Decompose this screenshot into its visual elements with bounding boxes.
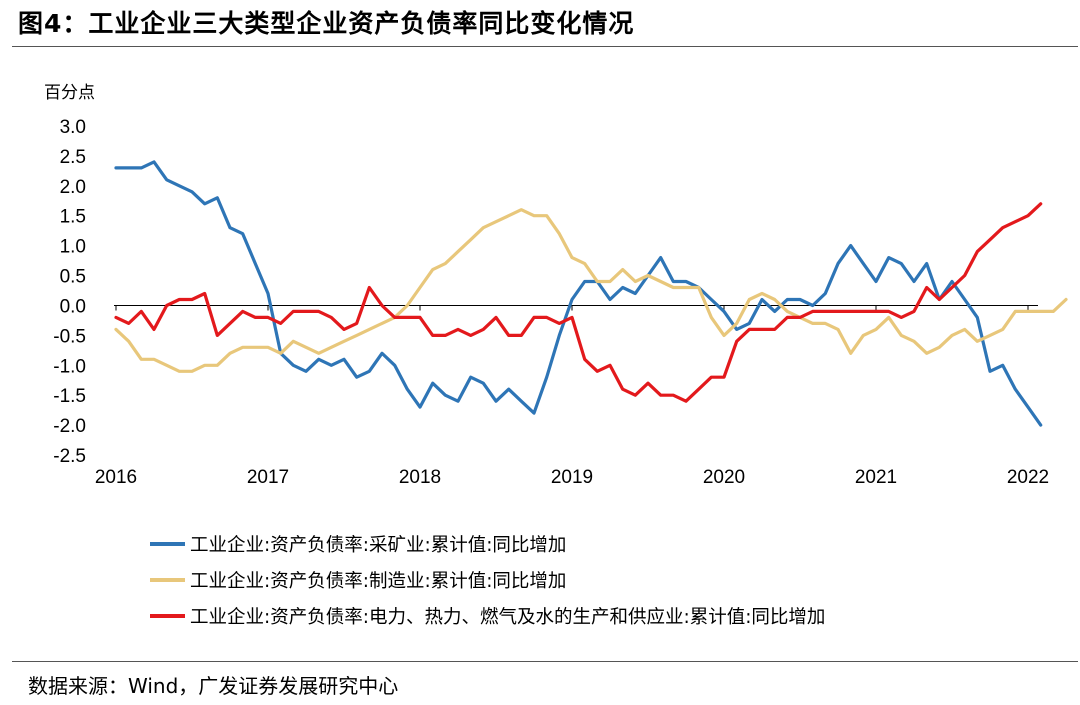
line-chart: 百分点 3.0 2.5 2.0 1.5 1.0 0.5 0.0 -0.5 -1.0 -1.5 -2.…	[44, 83, 1068, 628]
series-lines	[114, 160, 1068, 427]
series-line-3	[114, 202, 1043, 403]
figure-title: 图4：工业企业三大类型企业资产负债率同比变化情况	[18, 9, 635, 38]
series-line-1	[114, 160, 1043, 427]
x-axis-tick-marks	[115, 305, 1029, 311]
x-tick-label: 2018	[399, 467, 441, 488]
y-tick-label: -2.5	[53, 446, 86, 467]
x-tick-label: 2017	[247, 467, 289, 488]
y-tick-label: -1.5	[53, 386, 86, 407]
y-tick-label: 2.5	[60, 147, 86, 168]
x-tick-label: 2021	[855, 467, 897, 488]
y-tick-label: -1.0	[53, 356, 86, 377]
y-axis-unit-label: 百分点	[44, 83, 95, 103]
legend-label-3: 工业企业:资产负债率:电力、热力、燃气及水的生产和供应业:累计值:同比增加	[190, 607, 825, 628]
x-tick-label: 2016	[95, 467, 137, 488]
legend-label-1: 工业企业:资产负债率:采矿业:累计值:同比增加	[190, 535, 566, 556]
y-tick-label: 1.0	[60, 237, 86, 258]
title-bar: 图4：工业企业三大类型企业资产负债率同比变化情况	[0, 0, 1080, 46]
y-tick-label: 3.0	[60, 117, 86, 138]
source-text: Wind，广发证券发展研究中心	[128, 674, 399, 698]
source-label: 数据来源：	[28, 674, 128, 698]
y-tick-label: -2.0	[53, 416, 86, 437]
x-tick-label: 2022	[1007, 467, 1049, 488]
y-tick-label: 2.0	[60, 177, 86, 198]
legend-label-2: 工业企业:资产负债率:制造业:累计值:同比增加	[190, 571, 566, 592]
y-tick-label: 1.5	[60, 207, 86, 228]
y-tick-label: 0.5	[60, 267, 86, 288]
x-axis-ticks: 2016 2017 2018 2019 2020 2021 2022	[95, 467, 1049, 488]
source-note: 数据来源：Wind，广发证券发展研究中心	[28, 670, 398, 699]
legend: 工业企业:资产负债率:采矿业:累计值:同比增加工业企业:资产负债率:制造业:累计…	[150, 535, 825, 628]
y-axis-ticks: 3.0 2.5 2.0 1.5 1.0 0.5 0.0 -0.5 -1.0 -1.5 -2.0 -2.…	[53, 117, 86, 467]
series-line-2	[114, 208, 1068, 373]
x-tick-label: 2020	[703, 467, 745, 488]
x-tick-label: 2019	[551, 467, 593, 488]
top-rule	[12, 46, 1078, 47]
y-tick-label: 0.0	[60, 296, 86, 317]
bottom-rule	[12, 661, 1078, 662]
y-tick-label: -0.5	[53, 326, 86, 347]
